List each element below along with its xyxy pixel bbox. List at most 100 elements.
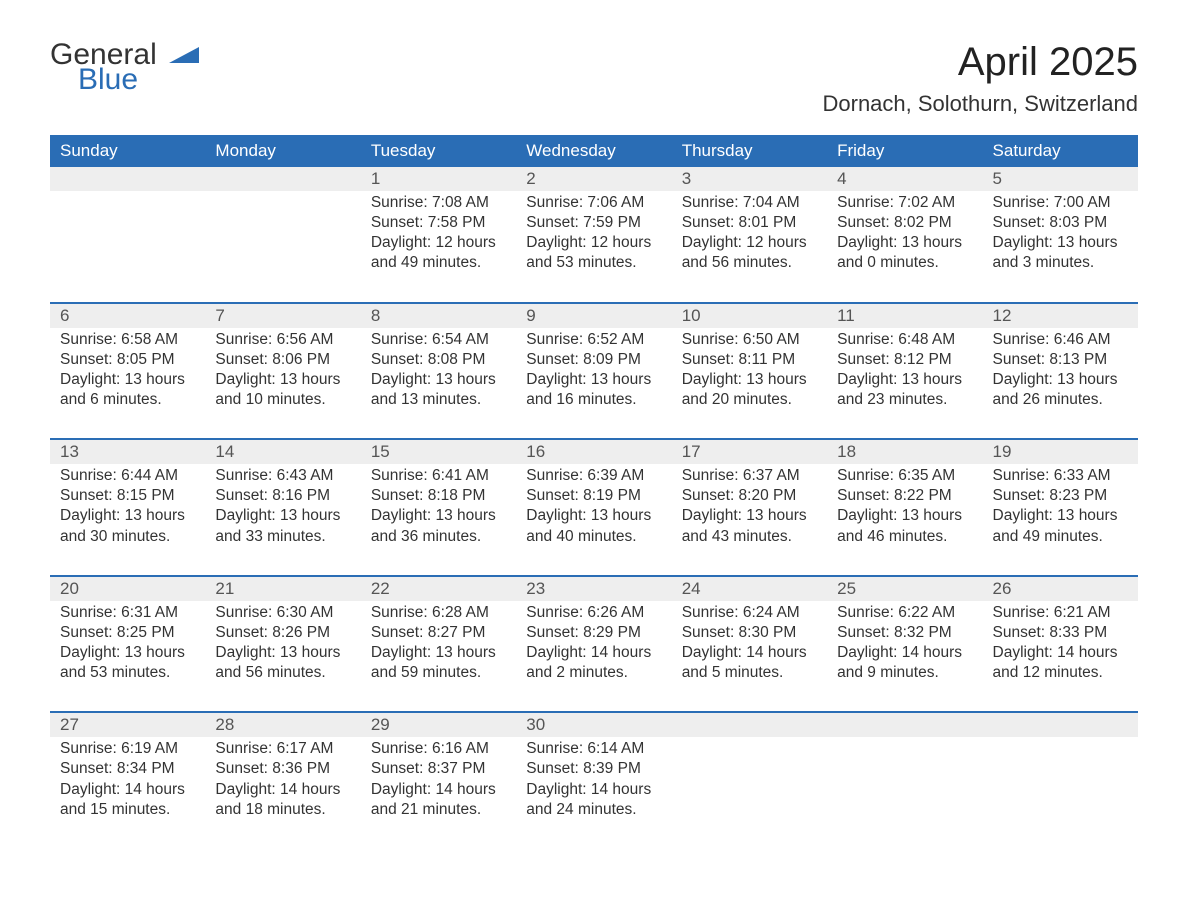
day-ss: Sunset: 7:59 PM: [526, 213, 661, 233]
day-d2: and 18 minutes.: [215, 800, 350, 820]
day-d2: and 24 minutes.: [526, 800, 661, 820]
week-content-row: Sunrise: 6:31 AMSunset: 8:25 PMDaylight:…: [50, 601, 1138, 713]
day-content-cell: Sunrise: 6:19 AMSunset: 8:34 PMDaylight:…: [50, 737, 205, 848]
day-content-cell: [50, 191, 205, 303]
day-sr: Sunrise: 6:48 AM: [837, 330, 972, 350]
week-daynum-row: 13141516171819: [50, 439, 1138, 464]
day-ss: Sunset: 8:16 PM: [215, 486, 350, 506]
day-content-cell: Sunrise: 6:44 AMSunset: 8:15 PMDaylight:…: [50, 464, 205, 576]
day-content-cell: Sunrise: 6:14 AMSunset: 8:39 PMDaylight:…: [516, 737, 671, 848]
day-d1: Daylight: 14 hours: [993, 643, 1128, 663]
day-ss: Sunset: 8:06 PM: [215, 350, 350, 370]
day-d1: Daylight: 13 hours: [682, 506, 817, 526]
day-d1: Daylight: 13 hours: [60, 506, 195, 526]
day-d2: and 12 minutes.: [993, 663, 1128, 683]
day-content-cell: Sunrise: 6:28 AMSunset: 8:27 PMDaylight:…: [361, 601, 516, 713]
day-ss: Sunset: 8:25 PM: [60, 623, 195, 643]
day-d2: and 33 minutes.: [215, 527, 350, 547]
day-number-cell: 16: [516, 439, 671, 464]
day-content-cell: Sunrise: 6:37 AMSunset: 8:20 PMDaylight:…: [672, 464, 827, 576]
day-sr: Sunrise: 7:00 AM: [993, 193, 1128, 213]
day-d1: Daylight: 13 hours: [526, 370, 661, 390]
day-content-cell: [827, 737, 982, 848]
day-ss: Sunset: 8:27 PM: [371, 623, 506, 643]
day-d2: and 20 minutes.: [682, 390, 817, 410]
day-d2: and 13 minutes.: [371, 390, 506, 410]
day-ss: Sunset: 8:22 PM: [837, 486, 972, 506]
week-content-row: Sunrise: 7:08 AMSunset: 7:58 PMDaylight:…: [50, 191, 1138, 303]
day-d1: Daylight: 13 hours: [371, 370, 506, 390]
day-number-cell: 21: [205, 576, 360, 601]
week-content-row: Sunrise: 6:44 AMSunset: 8:15 PMDaylight:…: [50, 464, 1138, 576]
location-text: Dornach, Solothurn, Switzerland: [823, 91, 1139, 117]
title-block: April 2025 Dornach, Solothurn, Switzerla…: [823, 40, 1139, 117]
day-content-cell: Sunrise: 7:06 AMSunset: 7:59 PMDaylight:…: [516, 191, 671, 303]
day-d2: and 3 minutes.: [993, 253, 1128, 273]
day-d2: and 9 minutes.: [837, 663, 972, 683]
day-number-cell: [983, 712, 1138, 737]
day-number-cell: 7: [205, 303, 360, 328]
week-daynum-row: 6789101112: [50, 303, 1138, 328]
day-number-cell: [827, 712, 982, 737]
day-ss: Sunset: 8:30 PM: [682, 623, 817, 643]
day-d1: Daylight: 13 hours: [60, 370, 195, 390]
logo-text-2: Blue: [78, 65, 199, 95]
day-sr: Sunrise: 6:35 AM: [837, 466, 972, 486]
month-title: April 2025: [823, 40, 1139, 85]
day-d2: and 53 minutes.: [526, 253, 661, 273]
day-d2: and 5 minutes.: [682, 663, 817, 683]
day-d2: and 49 minutes.: [371, 253, 506, 273]
day-number-cell: 29: [361, 712, 516, 737]
day-number-cell: 6: [50, 303, 205, 328]
day-number-cell: 14: [205, 439, 360, 464]
day-content-cell: Sunrise: 6:50 AMSunset: 8:11 PMDaylight:…: [672, 328, 827, 440]
day-d2: and 30 minutes.: [60, 527, 195, 547]
day-content-cell: Sunrise: 6:17 AMSunset: 8:36 PMDaylight:…: [205, 737, 360, 848]
col-wed: Wednesday: [516, 135, 671, 167]
day-d1: Daylight: 13 hours: [837, 506, 972, 526]
day-sr: Sunrise: 6:26 AM: [526, 603, 661, 623]
day-content-cell: Sunrise: 6:33 AMSunset: 8:23 PMDaylight:…: [983, 464, 1138, 576]
day-d1: Daylight: 13 hours: [215, 643, 350, 663]
day-d1: Daylight: 13 hours: [60, 643, 195, 663]
day-sr: Sunrise: 6:43 AM: [215, 466, 350, 486]
day-d2: and 21 minutes.: [371, 800, 506, 820]
day-ss: Sunset: 8:34 PM: [60, 759, 195, 779]
day-number-cell: 13: [50, 439, 205, 464]
day-number-cell: 25: [827, 576, 982, 601]
day-ss: Sunset: 8:19 PM: [526, 486, 661, 506]
day-d1: Daylight: 13 hours: [993, 506, 1128, 526]
day-d1: Daylight: 13 hours: [371, 506, 506, 526]
day-d1: Daylight: 14 hours: [215, 780, 350, 800]
day-ss: Sunset: 8:09 PM: [526, 350, 661, 370]
day-d1: Daylight: 13 hours: [993, 370, 1128, 390]
day-number-cell: 23: [516, 576, 671, 601]
day-d1: Daylight: 14 hours: [371, 780, 506, 800]
day-content-cell: Sunrise: 6:35 AMSunset: 8:22 PMDaylight:…: [827, 464, 982, 576]
day-ss: Sunset: 8:12 PM: [837, 350, 972, 370]
day-d1: Daylight: 14 hours: [526, 643, 661, 663]
day-sr: Sunrise: 6:46 AM: [993, 330, 1128, 350]
day-d1: Daylight: 14 hours: [837, 643, 972, 663]
day-header-row: Sunday Monday Tuesday Wednesday Thursday…: [50, 135, 1138, 167]
day-ss: Sunset: 8:26 PM: [215, 623, 350, 643]
day-number-cell: [205, 167, 360, 191]
day-number-cell: [50, 167, 205, 191]
day-d2: and 36 minutes.: [371, 527, 506, 547]
day-number-cell: 30: [516, 712, 671, 737]
day-number-cell: 11: [827, 303, 982, 328]
day-ss: Sunset: 8:32 PM: [837, 623, 972, 643]
day-d2: and 56 minutes.: [215, 663, 350, 683]
day-ss: Sunset: 8:18 PM: [371, 486, 506, 506]
logo: General Blue: [50, 40, 199, 95]
day-d2: and 56 minutes.: [682, 253, 817, 273]
day-d2: and 15 minutes.: [60, 800, 195, 820]
col-sun: Sunday: [50, 135, 205, 167]
day-number-cell: 24: [672, 576, 827, 601]
day-number-cell: 2: [516, 167, 671, 191]
day-number-cell: 22: [361, 576, 516, 601]
day-number-cell: 28: [205, 712, 360, 737]
day-ss: Sunset: 8:36 PM: [215, 759, 350, 779]
day-content-cell: [672, 737, 827, 848]
week-daynum-row: 20212223242526: [50, 576, 1138, 601]
